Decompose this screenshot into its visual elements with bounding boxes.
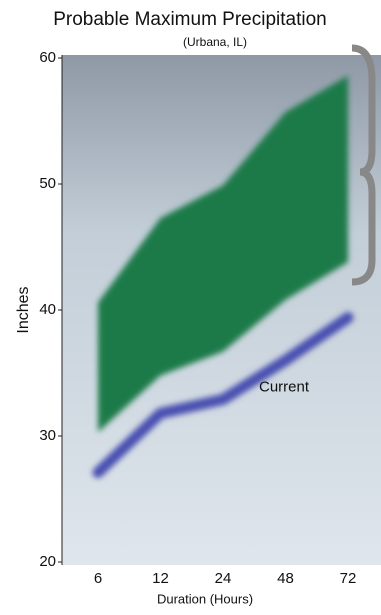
x-tick-label: 6 [94,570,102,587]
y-tick-label: 30 [39,427,56,444]
y-tick-label: 60 [39,49,56,66]
x-axis-label: Duration (Hours) [157,591,253,606]
chart-title: Probable Maximum Precipitation [53,9,327,30]
x-tick-label: 12 [152,570,169,587]
x-tick-label: 24 [215,570,232,587]
y-tick-label: 40 [39,301,56,318]
y-axis-label: Inches [15,286,32,333]
x-tick-label: 72 [340,570,357,587]
x-tick-label: 48 [277,570,294,587]
chart: Probable Maximum Precipitation (Urbana, … [0,0,381,610]
y-tick-label: 50 [39,175,56,192]
chart-subtitle: (Urbana, IL) [183,35,247,49]
series-label: Current [259,378,310,395]
y-tick-label: 20 [39,553,56,570]
page: Probable Maximum Precipitation (Urbana, … [0,0,381,610]
